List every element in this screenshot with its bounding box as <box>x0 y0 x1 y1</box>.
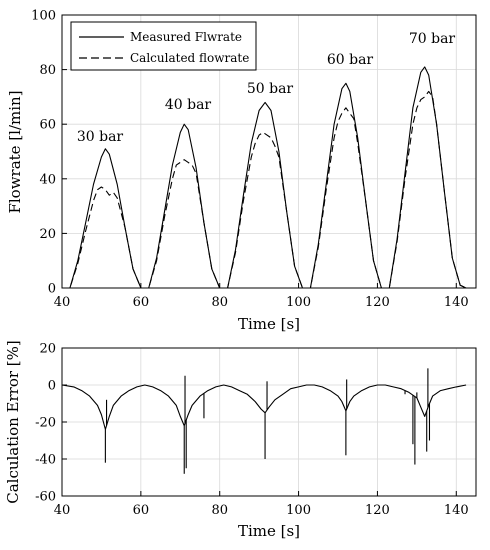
flowrate-y-tick-label-2: 40 <box>39 172 56 187</box>
annotation-50-bar: 50 bar <box>247 81 294 97</box>
flowrate-x-ticks: 40 60 80 100 120 140 <box>54 283 469 310</box>
error-y-axis-label: Calculation Error [%] <box>4 340 22 504</box>
flowrate-y-tick-label-5: 100 <box>31 9 56 24</box>
flowrate-series-calculated-line <box>62 90 467 289</box>
flowrate-x-tick-label-4: 120 <box>365 295 390 310</box>
flowrate-x-tick-label-0: 40 <box>54 295 71 310</box>
error-y-tick-label-4: 20 <box>39 342 56 357</box>
flowrate-x-tick-label-3: 100 <box>286 295 311 310</box>
flowrate-y-tick-label-3: 60 <box>39 118 56 133</box>
annotation-40-bar: 40 bar <box>165 97 212 113</box>
legend-box <box>70 21 257 71</box>
annotation-70-bar: 70 bar <box>409 31 456 47</box>
error-y-ticks: -60 -40 -20 0 20 <box>35 342 67 505</box>
legend-label-calculated: Calculated flowrate <box>130 51 249 65</box>
flowrate-y-ticks: 0 20 40 60 80 100 <box>31 9 67 297</box>
error-x-tick-label-0: 40 <box>54 503 71 518</box>
flowrate-plot: 40 60 80 100 120 140 0 20 40 60 80 100 30 bar 40 ba… <box>6 9 477 333</box>
legend: Measured Flwrate Calculated flowrate <box>70 21 257 71</box>
error-series <box>61 368 467 474</box>
error-y-tick-label-2: -20 <box>35 416 56 431</box>
legend-label-measured: Measured Flwrate <box>130 30 242 44</box>
annotation-60-bar: 60 bar <box>327 52 374 68</box>
error-y-tick-label-0: -60 <box>35 490 56 505</box>
error-x-tick-label-5: 140 <box>444 503 469 518</box>
flowrate-x-tick-label-5: 140 <box>444 295 469 310</box>
flowrate-series-measured-line <box>62 66 467 289</box>
error-x-tick-label-3: 100 <box>286 503 311 518</box>
error-grid <box>61 347 476 497</box>
error-x-tick-label-1: 60 <box>133 503 150 518</box>
error-y-tick-label-1: -40 <box>35 453 56 468</box>
error-y-tick-label-3: 0 <box>48 379 56 394</box>
flowrate-y-axis-label: Flowrate [l/min] <box>6 90 24 213</box>
flowrate-y-tick-label-0: 0 <box>48 282 56 297</box>
error-x-tick-label-4: 120 <box>365 503 390 518</box>
error-x-tick-label-2: 80 <box>211 503 228 518</box>
annotation-30-bar: 30 bar <box>77 129 124 145</box>
flowrate-y-tick-label-4: 80 <box>39 63 56 78</box>
flowrate-x-tick-label-1: 60 <box>133 295 150 310</box>
error-plot: 40 60 80 100 120 140 -60 -40 -20 0 20 Time [s] Ca… <box>4 340 477 540</box>
flowrate-y-tick-label-1: 20 <box>39 227 56 242</box>
error-x-axis-label: Time [s] <box>238 522 300 540</box>
pressure-annotations: 30 bar 40 bar 50 bar 60 bar 70 bar <box>77 31 456 145</box>
flowrate-plot-frame <box>61 14 477 289</box>
error-x-ticks: 40 60 80 100 120 140 <box>54 491 469 518</box>
flowrate-series <box>62 66 467 289</box>
flowrate-x-axis-label: Time [s] <box>238 315 300 333</box>
flowrate-x-tick-label-2: 80 <box>211 295 228 310</box>
